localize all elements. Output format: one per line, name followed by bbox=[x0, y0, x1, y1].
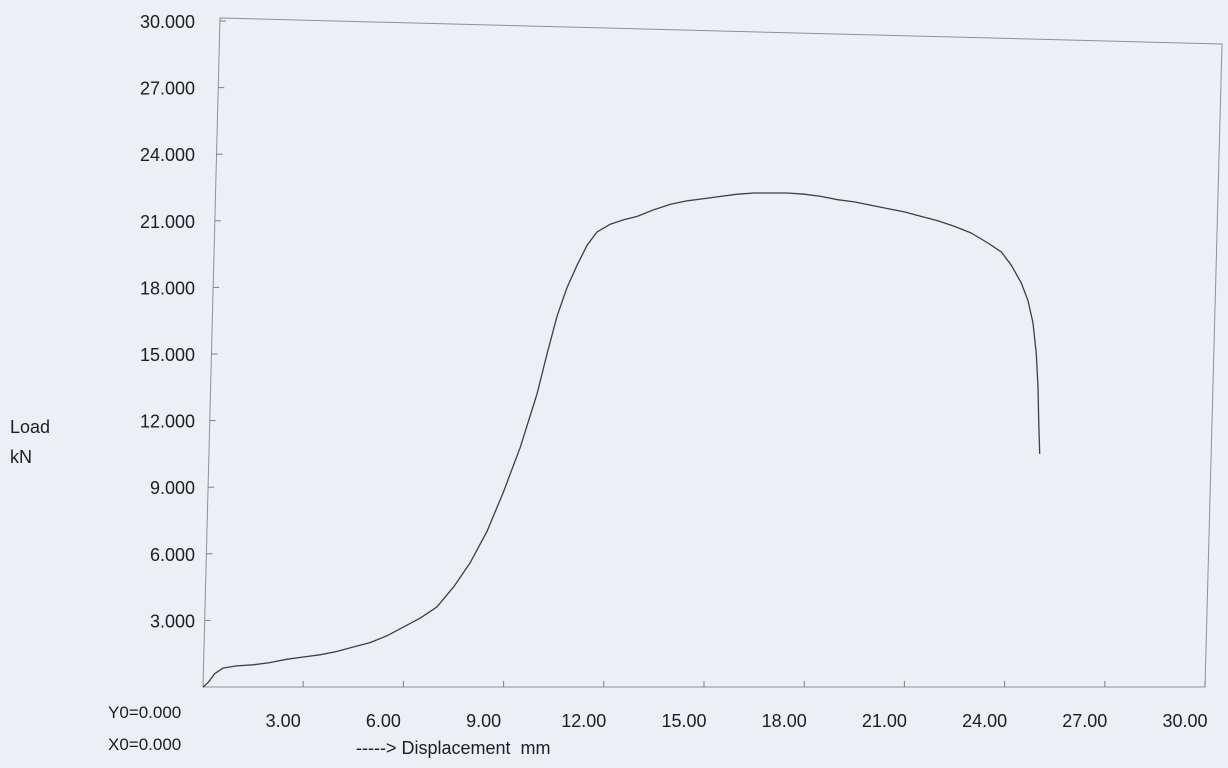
x-axis-tick-labels: 3.00 6.00 9.00 12.00 15.00 18.00 21.00 24.00 27.… bbox=[266, 711, 1208, 731]
y-origin-label: Y0=0.000 bbox=[108, 703, 181, 722]
x-tick-label: 6.00 bbox=[366, 711, 401, 731]
y-tick-label: 9.000 bbox=[150, 478, 195, 498]
x-axis-ticks bbox=[302, 681, 1206, 687]
y-tick-label: 21.000 bbox=[140, 212, 195, 232]
y-tick-label: 30.000 bbox=[140, 12, 195, 32]
x-tick-label: 12.00 bbox=[561, 711, 606, 731]
y-tick-label: 3.000 bbox=[150, 611, 195, 631]
y-tick-label: 18.000 bbox=[140, 278, 195, 298]
plot-frame bbox=[202, 17, 1223, 688]
x-tick-label: 24.00 bbox=[962, 711, 1007, 731]
y-axis-label-unit: kN bbox=[10, 447, 32, 467]
x-tick-label: 21.00 bbox=[862, 711, 907, 731]
y-tick-label: 27.000 bbox=[140, 79, 195, 99]
y-axis-label-load: Load bbox=[10, 417, 50, 437]
y-tick-label: 15.000 bbox=[140, 345, 195, 365]
y-tick-label: 12.000 bbox=[140, 412, 195, 432]
x-tick-label: 27.00 bbox=[1062, 711, 1107, 731]
series-layer bbox=[202, 192, 1041, 688]
x-tick-label: 3.00 bbox=[266, 711, 301, 731]
x-tick-label: 30.00 bbox=[1162, 711, 1207, 731]
y-tick-label: 6.000 bbox=[150, 545, 195, 565]
x-tick-label: 18.00 bbox=[762, 711, 807, 731]
series-line bbox=[202, 192, 1041, 688]
x-tick-label: 9.00 bbox=[466, 711, 501, 731]
y-axis-ticks bbox=[204, 20, 226, 621]
x-tick-label: 15.00 bbox=[661, 711, 706, 731]
y-axis-tick-labels: 3.000 6.000 9.000 12.000 15.000 18.000 21.000 2… bbox=[140, 12, 195, 631]
y-tick-label: 24.000 bbox=[140, 145, 195, 165]
x-origin-label: X0=0.000 bbox=[108, 735, 181, 754]
x-axis-label: -----> Displacement mm bbox=[356, 738, 551, 758]
